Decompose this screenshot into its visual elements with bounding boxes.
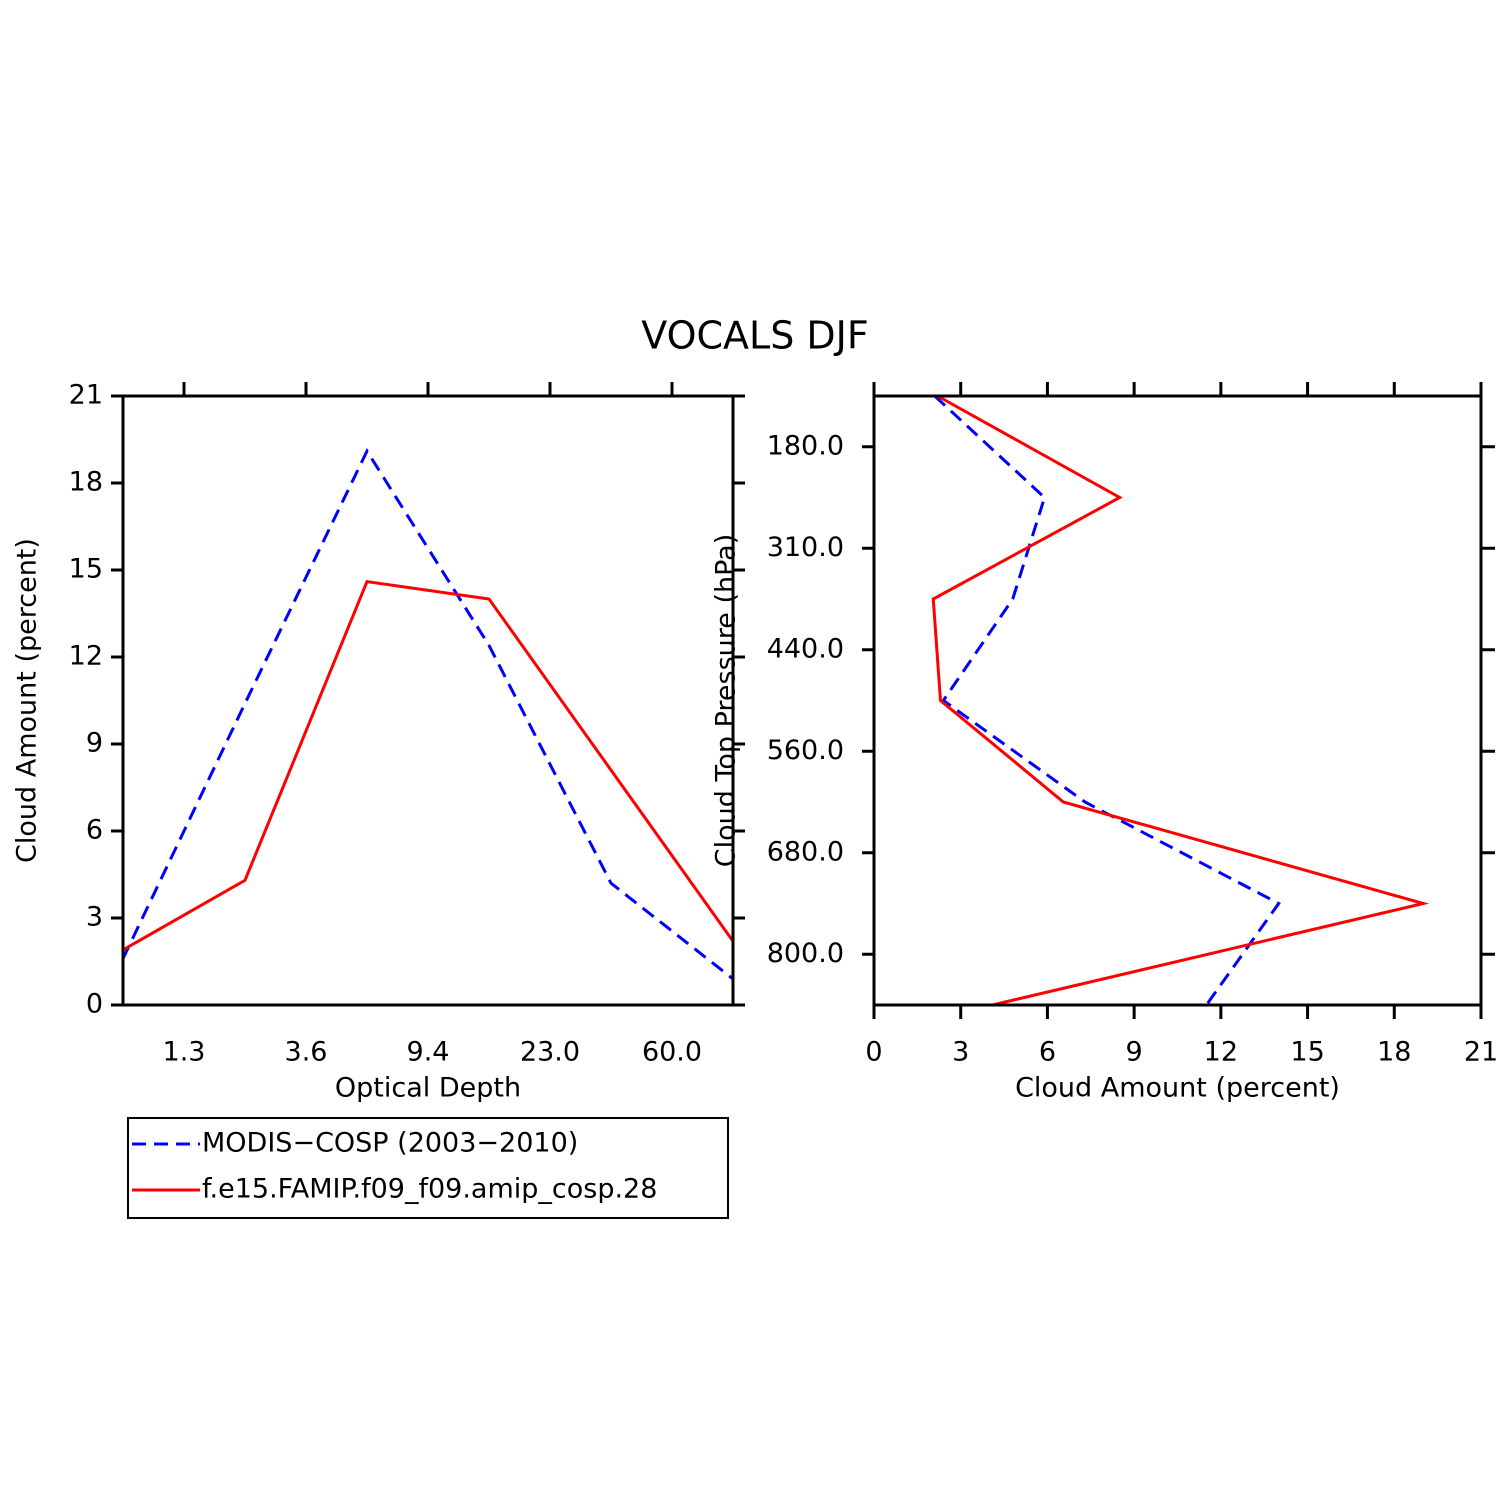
plot-frame [872,394,1483,1007]
y-tick-label: 800.0 [767,938,844,969]
x-tick-label: 15 [1290,1037,1324,1068]
y-tick-label: 18 [69,467,103,498]
plot-frame [121,394,735,1007]
y-tick-label: 560.0 [767,735,844,766]
y-tick-label: 180.0 [767,430,844,461]
legend-box [127,1117,729,1219]
y-axis-label: Cloud Amount (percent) [12,538,43,863]
y-tick-label: 21 [69,380,103,411]
y-tick-label: 15 [69,554,103,585]
y-tick-label: 9 [86,728,103,759]
y-tick-label: 0 [86,989,103,1020]
x-axis-label: Cloud Amount (percent) [1015,1073,1340,1104]
x-tick-label: 23.0 [520,1037,580,1068]
legend-label: MODIS−COSP (2003−2010) [202,1128,578,1159]
series-line [122,579,735,952]
legend-label: f.e15.FAMIP.f09_f09.amip_cosp.28 [202,1174,657,1205]
x-axis-label: Optical Depth [335,1073,521,1104]
x-tick-label: 9.4 [407,1037,450,1068]
y-tick-label: 3 [86,902,103,933]
x-tick-label: 9 [1126,1037,1143,1068]
y-tick-label: 6 [86,815,103,846]
y-tick-label: 12 [69,641,103,672]
x-tick-label: 18 [1377,1037,1411,1068]
y-axis-label: Cloud Top Pressure (hPa) [711,534,742,868]
y-tick-label: 310.0 [767,532,844,563]
x-tick-label: 0 [865,1037,882,1068]
x-tick-label: 3 [952,1037,969,1068]
x-tick-label: 3.6 [285,1037,328,1068]
x-tick-label: 1.3 [163,1037,206,1068]
x-tick-label: 12 [1204,1037,1238,1068]
x-tick-label: 6 [1039,1037,1056,1068]
series-line [933,394,1281,1006]
x-tick-label: 21 [1464,1037,1498,1068]
y-tick-label: 680.0 [767,836,844,867]
figure-title: VOCALS DJF [641,314,868,358]
series-line [121,448,734,981]
x-tick-label: 60.0 [642,1037,702,1068]
y-tick-label: 440.0 [767,633,844,664]
series-line [931,394,1430,1007]
